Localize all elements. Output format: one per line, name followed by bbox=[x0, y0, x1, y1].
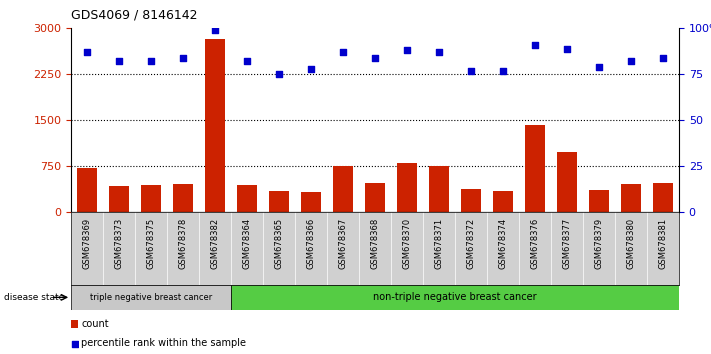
Bar bbox=[429, 166, 449, 212]
Text: GDS4069 / 8146142: GDS4069 / 8146142 bbox=[71, 9, 198, 22]
Text: GSM678367: GSM678367 bbox=[338, 218, 348, 269]
Text: non-triple negative breast cancer: non-triple negative breast cancer bbox=[373, 292, 537, 302]
Bar bbox=[589, 190, 609, 212]
Bar bbox=[77, 167, 97, 212]
Text: percentile rank within the sample: percentile rank within the sample bbox=[81, 338, 246, 348]
Bar bbox=[237, 185, 257, 212]
Bar bbox=[397, 163, 417, 212]
Text: GSM678368: GSM678368 bbox=[370, 218, 380, 269]
Text: GSM678369: GSM678369 bbox=[82, 218, 92, 269]
Point bbox=[82, 50, 92, 55]
Point bbox=[273, 72, 284, 77]
Point bbox=[146, 59, 157, 64]
Text: GSM678372: GSM678372 bbox=[466, 218, 476, 269]
Bar bbox=[71, 285, 231, 310]
Point bbox=[626, 59, 637, 64]
Bar bbox=[109, 186, 129, 212]
Bar bbox=[301, 192, 321, 212]
Bar bbox=[557, 152, 577, 212]
Text: GSM678378: GSM678378 bbox=[178, 218, 188, 269]
Text: disease state: disease state bbox=[4, 293, 64, 302]
Bar bbox=[333, 166, 353, 212]
Point bbox=[209, 27, 220, 33]
Text: GSM678374: GSM678374 bbox=[498, 218, 508, 269]
Bar bbox=[231, 285, 679, 310]
Point bbox=[498, 68, 509, 74]
Point bbox=[178, 55, 189, 61]
Text: GSM678373: GSM678373 bbox=[114, 218, 124, 269]
Text: count: count bbox=[81, 319, 109, 329]
Bar bbox=[365, 183, 385, 212]
Bar bbox=[653, 183, 673, 212]
Text: GSM678380: GSM678380 bbox=[626, 218, 636, 269]
Bar bbox=[141, 185, 161, 212]
Point bbox=[657, 55, 668, 61]
Point bbox=[561, 46, 572, 51]
Text: GSM678376: GSM678376 bbox=[530, 218, 540, 269]
Point bbox=[465, 68, 476, 74]
Point bbox=[434, 50, 445, 55]
Point bbox=[114, 59, 125, 64]
Text: GSM678364: GSM678364 bbox=[242, 218, 252, 269]
Text: GSM678365: GSM678365 bbox=[274, 218, 284, 269]
Text: GSM678382: GSM678382 bbox=[210, 218, 220, 269]
Text: triple negative breast cancer: triple negative breast cancer bbox=[90, 293, 212, 302]
Text: GSM678366: GSM678366 bbox=[306, 218, 316, 269]
Point bbox=[401, 47, 412, 53]
Text: GSM678379: GSM678379 bbox=[594, 218, 604, 269]
Bar bbox=[525, 125, 545, 212]
Bar bbox=[461, 189, 481, 212]
Text: GSM678370: GSM678370 bbox=[402, 218, 412, 269]
Point bbox=[69, 341, 80, 347]
Point bbox=[241, 59, 253, 64]
Text: GSM678377: GSM678377 bbox=[562, 218, 572, 269]
Text: GSM678371: GSM678371 bbox=[434, 218, 444, 269]
Point bbox=[529, 42, 540, 48]
Point bbox=[593, 64, 604, 70]
Text: GSM678375: GSM678375 bbox=[146, 218, 156, 269]
Bar bbox=[205, 39, 225, 212]
Bar bbox=[173, 184, 193, 212]
Point bbox=[370, 55, 381, 61]
Point bbox=[338, 50, 349, 55]
Text: GSM678381: GSM678381 bbox=[658, 218, 668, 269]
Bar bbox=[493, 191, 513, 212]
Point bbox=[306, 66, 317, 72]
Bar bbox=[269, 191, 289, 212]
Bar bbox=[621, 184, 641, 212]
